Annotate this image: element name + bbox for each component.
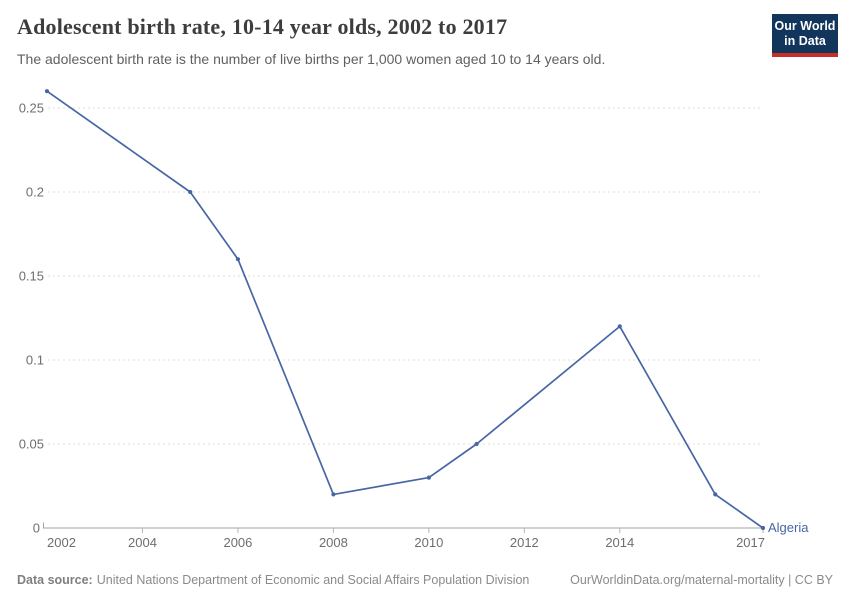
data-line-algeria <box>46 90 764 529</box>
page-title: Adolescent birth rate, 10-14 year olds, … <box>17 14 508 39</box>
data-point <box>188 189 193 195</box>
data-point <box>331 492 336 497</box>
owid-logo-line1: Our World <box>774 19 836 33</box>
attribution-text: OurWorldinData.org/maternal-mortality | … <box>570 573 833 587</box>
entity-label: Algeria <box>768 520 809 535</box>
data-point <box>474 441 479 447</box>
x-axis-label: 2012 <box>510 535 539 550</box>
data-point <box>713 492 718 497</box>
x-axis-label: 2010 <box>414 535 443 550</box>
data-point <box>44 89 50 94</box>
x-axis-label: 2006 <box>223 535 252 550</box>
owid-logo: Our World in Data <box>772 14 838 57</box>
y-axis-label: 0 <box>33 521 40 536</box>
data-point <box>617 324 622 329</box>
data-point <box>235 257 241 262</box>
x-axis-label: 2014 <box>605 535 634 550</box>
data-point <box>426 475 431 480</box>
x-axis-label: 2017 <box>736 535 765 550</box>
x-axis-label: 2004 <box>128 535 157 550</box>
data-source-value: United Nations Department of Economic an… <box>96 573 530 587</box>
chart-footer: Data source: United Nations Department of… <box>17 573 833 587</box>
data-source-text: Data source: United Nations Department of… <box>17 573 529 587</box>
y-axis-label: 0.25 <box>19 101 44 116</box>
owid-logo-line2: in Data <box>784 34 826 48</box>
x-axis-label: 2002 <box>47 535 76 550</box>
y-axis-label: 0.05 <box>19 437 44 452</box>
data-source-label: Data source: <box>17 573 93 587</box>
data-point <box>760 525 766 531</box>
x-axis-label: 2008 <box>319 535 348 550</box>
y-axis-label: 0.1 <box>26 353 44 368</box>
chart-subtitle: The adolescent birth rate is the number … <box>17 51 606 67</box>
y-axis-label: 0.2 <box>26 185 44 200</box>
y-axis-label: 0.15 <box>19 269 44 284</box>
